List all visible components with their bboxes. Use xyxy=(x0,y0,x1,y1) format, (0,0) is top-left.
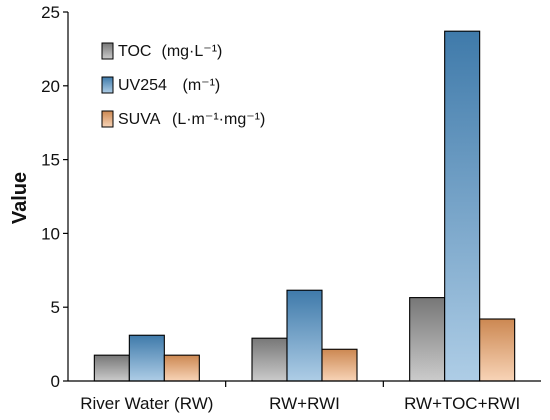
bar-uv254-1 xyxy=(286,289,323,382)
x-tick-label: RW+RWI xyxy=(269,394,340,413)
legend-label-suva: SUVA xyxy=(118,111,161,128)
y-axis-label: Value xyxy=(9,172,31,224)
bar-toc-0 xyxy=(93,354,130,382)
legend-unit-toc: (mg·L⁻¹) xyxy=(162,43,223,60)
legend-label-toc: TOC xyxy=(118,43,151,60)
legend-label-uv254: UV254 xyxy=(118,77,167,94)
axes-layer: 0 5 10 15 20 25 River Water (RW) RW+RWI RW+TOC+R… xyxy=(41,3,541,413)
bar-suva-0 xyxy=(163,354,200,382)
legend-unit-uv254: (m⁻¹) xyxy=(183,77,221,94)
legend: TOC (mg·L⁻¹) UV254 (m⁻¹) SUVA (L·m⁻¹·mg⁻¹) xyxy=(101,42,265,128)
x-tick-label: RW+TOC+RWI xyxy=(404,394,520,413)
bar-toc-2 xyxy=(409,297,446,382)
bar-suva-2 xyxy=(479,318,516,382)
legend-swatch-uv254 xyxy=(101,76,114,94)
y-tick-label: 15 xyxy=(41,151,60,170)
bar-uv254-2 xyxy=(444,30,481,382)
y-tick-label: 10 xyxy=(41,224,60,243)
y-tick-label: 0 xyxy=(51,372,60,391)
x-tick-label: River Water (RW) xyxy=(80,394,213,413)
legend-unit-suva: (L·m⁻¹·mg⁻¹) xyxy=(172,111,265,128)
y-tick-label: 25 xyxy=(41,3,60,22)
bar-uv254-0 xyxy=(128,334,165,382)
bar-suva-1 xyxy=(321,348,358,382)
bar-toc-1 xyxy=(251,337,288,382)
legend-swatch-toc xyxy=(101,42,114,60)
legend-swatch-suva xyxy=(101,110,114,128)
bars-layer xyxy=(93,30,516,382)
y-tick-label: 20 xyxy=(41,77,60,96)
y-tick-label: 5 xyxy=(51,298,60,317)
